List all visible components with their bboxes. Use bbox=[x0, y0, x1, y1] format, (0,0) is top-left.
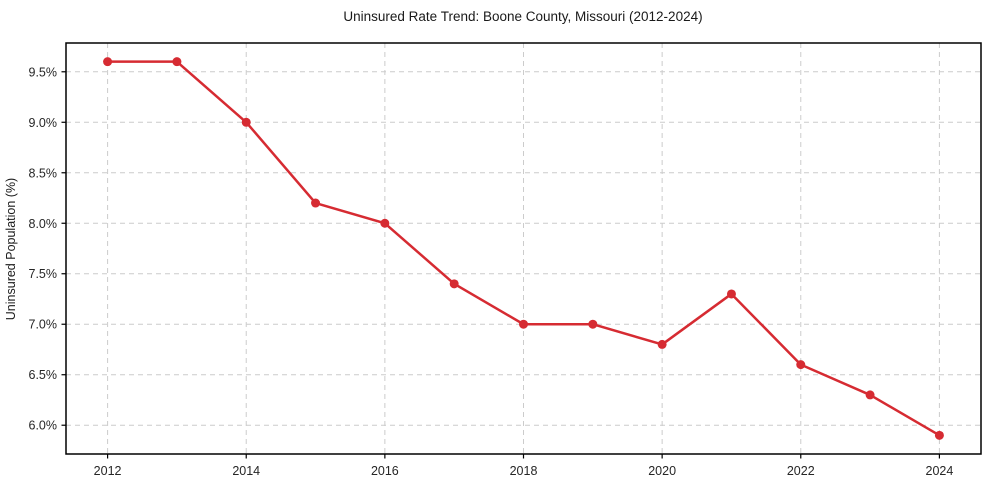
plot-border bbox=[65, 42, 982, 455]
data-point-2023 bbox=[865, 390, 875, 400]
data-point-2019 bbox=[588, 319, 598, 329]
data-point-2014 bbox=[241, 117, 251, 127]
x-tick-label: 2016 bbox=[371, 464, 399, 478]
data-point-2022 bbox=[796, 360, 806, 370]
y-tick-label: 7.0% bbox=[29, 318, 58, 332]
y-tick-label: 8.5% bbox=[29, 166, 58, 180]
data-point-2017 bbox=[449, 279, 459, 289]
axes: 6.0% 6.5% 7.0% 7.5% 8.0% 8.5% 9.0% 9.5% 2012 2014… bbox=[29, 42, 982, 478]
x-tick-label: 2024 bbox=[926, 464, 954, 478]
y-tick-label: 9.0% bbox=[29, 116, 58, 130]
y-tick-label: 6.0% bbox=[29, 419, 58, 433]
data-point-2015 bbox=[311, 198, 321, 208]
y-tick-label: 6.5% bbox=[29, 368, 58, 382]
gridlines bbox=[66, 43, 981, 454]
chart-title: Uninsured Rate Trend: Boone County, Miss… bbox=[343, 9, 702, 24]
data-point-2012 bbox=[103, 57, 113, 67]
y-tick-label: 8.0% bbox=[29, 217, 58, 231]
x-tick-label: 2012 bbox=[94, 464, 122, 478]
y-tick-label: 9.5% bbox=[29, 65, 58, 79]
data-point-2013 bbox=[172, 57, 182, 67]
data-point-2024 bbox=[934, 430, 944, 440]
data-series bbox=[103, 57, 944, 440]
data-point-2016 bbox=[380, 218, 390, 228]
x-tick-label: 2018 bbox=[510, 464, 538, 478]
x-tick-label: 2022 bbox=[787, 464, 815, 478]
data-point-2018 bbox=[519, 319, 528, 329]
data-point-2021 bbox=[726, 289, 736, 299]
x-tick-label: 2020 bbox=[648, 464, 676, 478]
data-point-2020 bbox=[657, 339, 667, 349]
x-tick-label: 2014 bbox=[232, 464, 260, 478]
y-tick-label: 7.5% bbox=[29, 267, 58, 281]
y-axis-label: Uninsured Population (%) bbox=[4, 178, 18, 320]
